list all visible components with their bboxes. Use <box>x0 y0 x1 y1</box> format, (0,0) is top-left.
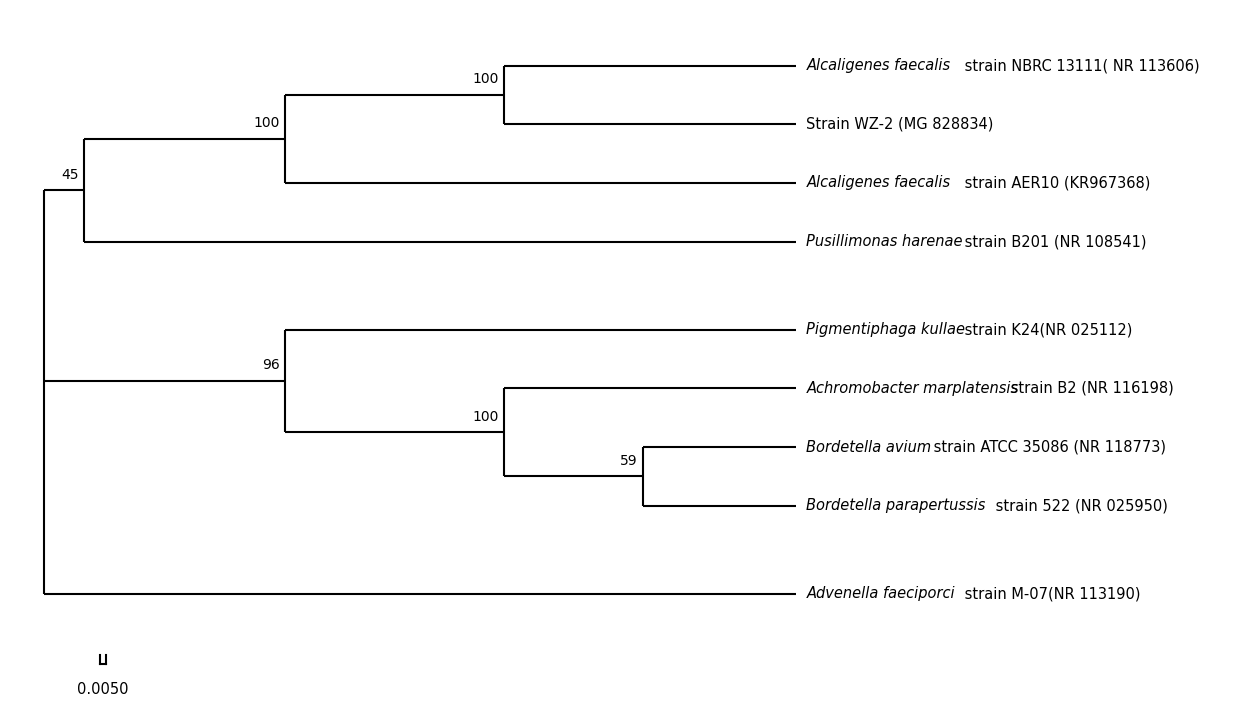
Text: 45: 45 <box>61 167 78 182</box>
Text: strain NBRC 13111( NR 113606): strain NBRC 13111( NR 113606) <box>960 58 1199 73</box>
Text: 0.0050: 0.0050 <box>77 681 129 696</box>
Text: Bordetella avium: Bordetella avium <box>806 439 931 454</box>
Text: Pusillimonas harenae: Pusillimonas harenae <box>806 234 962 249</box>
Text: strain K24(NR 025112): strain K24(NR 025112) <box>960 322 1132 337</box>
Text: strain ATCC 35086 (NR 118773): strain ATCC 35086 (NR 118773) <box>929 439 1167 454</box>
Text: 100: 100 <box>254 116 280 130</box>
Text: Alcaligenes faecalis: Alcaligenes faecalis <box>806 175 950 190</box>
Text: strain M-07(NR 113190): strain M-07(NR 113190) <box>960 586 1141 601</box>
Text: Advenella faeciporci: Advenella faeciporci <box>806 586 955 601</box>
Text: Alcaligenes faecalis: Alcaligenes faecalis <box>806 58 950 73</box>
Text: 100: 100 <box>472 72 498 86</box>
Text: strain AER10 (KR967368): strain AER10 (KR967368) <box>960 175 1151 190</box>
Text: 59: 59 <box>620 454 637 467</box>
Text: Achromobacter marplatensis: Achromobacter marplatensis <box>806 381 1018 396</box>
Text: Strain WZ-2 (MG 828834): Strain WZ-2 (MG 828834) <box>806 117 993 132</box>
Text: 100: 100 <box>472 409 498 424</box>
Text: strain 522 (NR 025950): strain 522 (NR 025950) <box>991 498 1168 513</box>
Text: strain B201 (NR 108541): strain B201 (NR 108541) <box>960 234 1147 249</box>
Text: Bordetella parapertussis: Bordetella parapertussis <box>806 498 986 513</box>
Text: 96: 96 <box>263 358 280 372</box>
Text: Pigmentiphaga kullae: Pigmentiphaga kullae <box>806 322 965 337</box>
Text: strain B2 (NR 116198): strain B2 (NR 116198) <box>1006 381 1174 396</box>
